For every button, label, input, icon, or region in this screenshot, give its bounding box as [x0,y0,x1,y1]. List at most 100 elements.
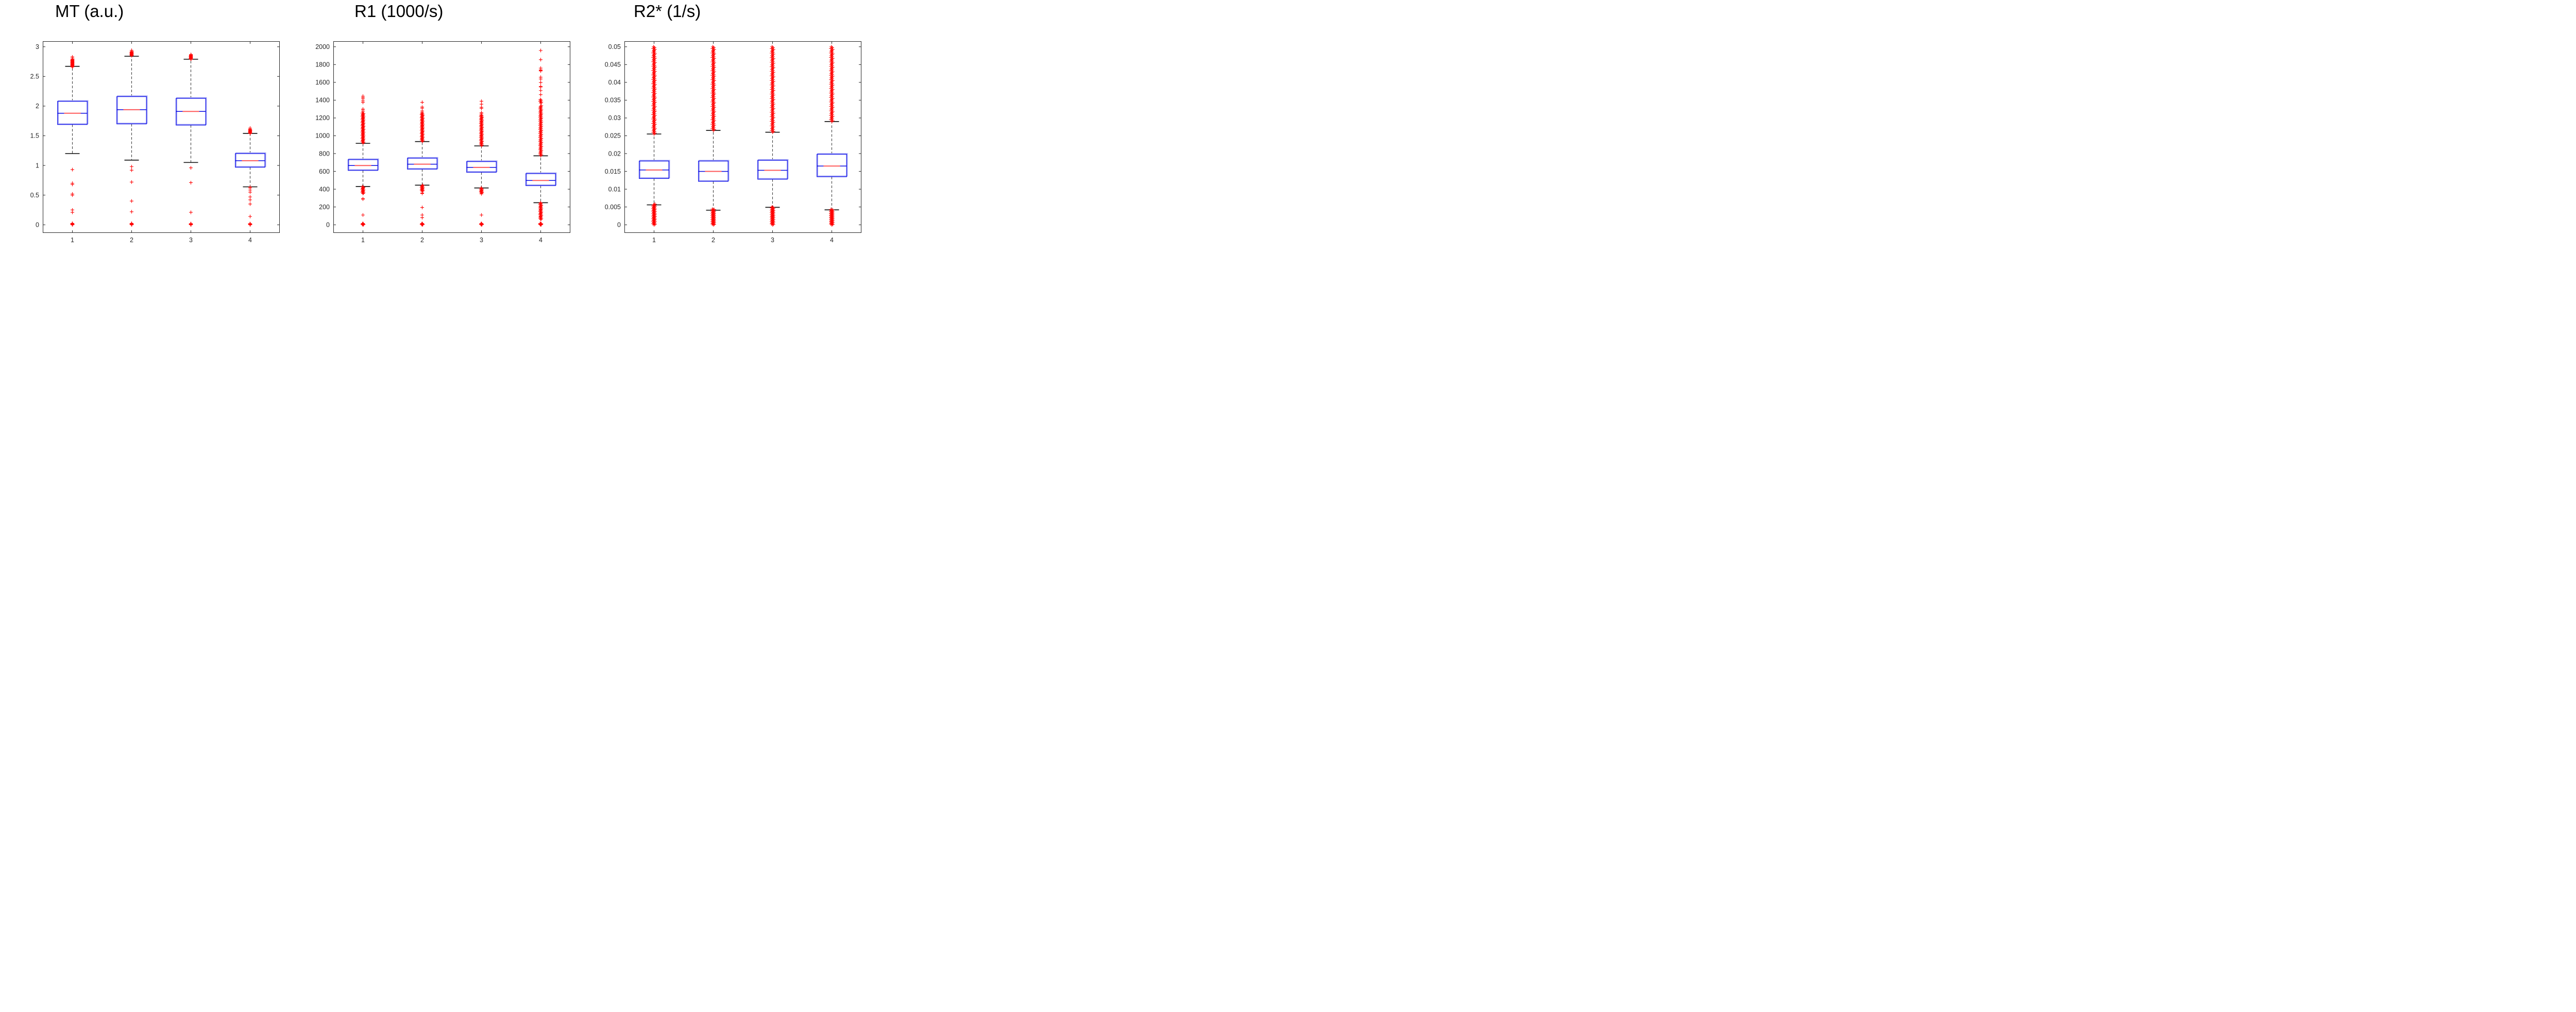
outlier-marker [538,222,542,226]
y-tick-label: 0.045 [605,61,621,69]
outlier-marker [539,125,543,129]
outliers-group [651,45,657,227]
outlier-marker [770,76,774,80]
outlier-marker [771,97,775,102]
box-iqr [116,96,147,125]
outlier-marker [539,114,543,119]
outlier-marker [189,222,193,226]
outlier-marker [538,97,543,102]
y-tick-label: 600 [319,168,330,175]
y-tick-label: 0 [617,221,621,228]
y-tick-label: 200 [319,204,330,211]
outlier-marker [711,53,715,57]
y-tick-label: 0 [326,221,330,228]
outlier-marker [652,83,656,88]
outlier-marker [830,88,834,92]
outlier-marker [71,221,74,225]
outlier-marker [710,207,715,211]
y-tick-label: 0.02 [608,150,621,157]
outlier-marker [831,101,835,105]
x-tick-label: 4 [830,237,834,244]
box-halo [348,158,379,171]
outlier-marker [711,57,715,61]
outlier-marker [538,134,543,138]
x-tick-label: 4 [539,237,543,244]
x-tick-label: 1 [652,237,656,244]
outlier-marker [652,75,656,79]
outlier-marker [712,92,716,96]
outlier-marker [653,56,657,60]
outlier-marker [652,101,656,105]
y-tick-label: 0 [36,221,39,228]
box-group-4 [817,45,848,227]
outlier-marker [421,183,425,188]
outlier-marker [538,138,543,142]
outlier-marker [539,143,543,147]
outlier-marker [652,132,656,136]
outlier-marker [539,116,543,121]
outlier-marker [248,198,252,202]
outlier-marker [771,62,774,66]
panel-title-r1: R1 (1000/s) [354,2,444,21]
outlier-marker [771,53,774,57]
outlier-marker [831,105,835,109]
y-tick-label: 1800 [315,61,330,69]
y-tick-label: 1600 [315,79,330,86]
outlier-marker [829,208,833,212]
outlier-marker [538,150,543,155]
outlier-marker [130,210,133,214]
outlier-marker [711,93,715,97]
outlier-marker [538,201,543,206]
box-group-2 [698,45,730,227]
y-tick-label: 1200 [315,114,330,122]
outlier-marker [770,99,774,104]
box-halo [699,160,730,181]
outliers-group [189,53,193,227]
outlier-marker [480,105,483,109]
outlier-marker [770,122,774,126]
y-tick-label: 0.05 [608,43,621,50]
outlier-marker [539,137,543,141]
axes-frame [333,41,570,233]
outlier-marker [711,97,715,102]
outlier-marker [830,93,834,97]
outlier-marker [831,74,835,78]
outlier-marker [831,96,835,100]
outlier-marker [360,111,364,115]
outlier-marker [830,79,834,83]
outlier-marker [712,88,716,92]
outliers-group [70,55,75,227]
outlier-marker [538,105,543,109]
outlier-marker [711,120,715,124]
outlier-marker [653,52,657,56]
outliers-group [360,94,366,227]
outlier-marker [539,139,543,143]
outliers-group [538,48,544,227]
outlier-marker [248,214,252,218]
outlier-marker [831,70,835,74]
box-group-4 [526,48,557,227]
outlier-marker [770,45,774,49]
outlier-marker [712,56,716,60]
box-group-3 [466,99,498,227]
outlier-marker [712,101,716,105]
outlier-marker [771,52,775,56]
outlier-marker [830,106,834,110]
axes-frame [43,41,280,233]
outlier-marker [653,91,657,95]
y-tick-label: 0.04 [608,79,621,86]
outlier-marker [653,100,657,104]
outlier-marker [830,84,834,88]
outlier-marker [711,84,715,88]
outlier-marker [652,48,656,53]
outlier-marker [831,65,835,69]
outlier-marker [711,79,715,83]
y-tick-label: 2000 [315,43,330,50]
outlier-marker [771,75,775,79]
outlier-marker [771,57,774,61]
outlier-marker [539,109,543,113]
outlier-marker [652,97,656,101]
outlier-marker [539,129,543,133]
outlier-marker [189,180,193,184]
outlier-marker [831,208,835,212]
